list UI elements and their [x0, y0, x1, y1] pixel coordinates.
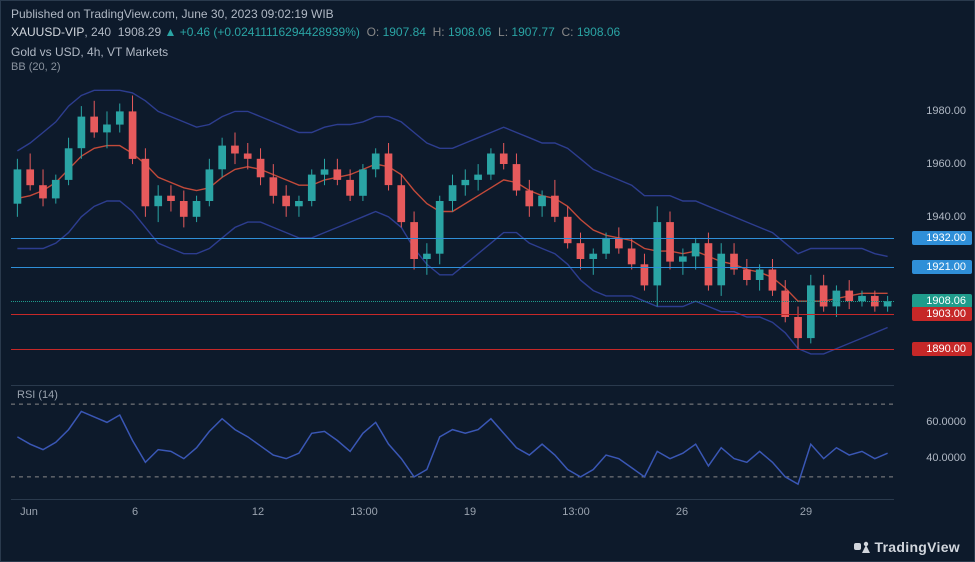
h-value: 1908.06: [448, 25, 491, 39]
c-label: C:: [561, 25, 573, 39]
publish-meta: Published on TradingView.com, June 30, 2…: [1, 1, 974, 23]
time-tick: 13:00: [350, 506, 378, 518]
time-tick: 6: [132, 506, 138, 518]
change: +0.46: [180, 25, 210, 39]
price-level-tag: 1908.06: [912, 294, 972, 308]
horizontal-level[interactable]: [11, 301, 894, 302]
interval: 240: [91, 25, 111, 39]
last-price: 1908.29: [118, 25, 161, 39]
horizontal-level[interactable]: [11, 267, 894, 268]
price-level-tag: 1903.00: [912, 307, 972, 321]
time-axis: Jun 6 12 13:00 19 13:00 26 29: [11, 499, 894, 529]
time-tick: 12: [252, 506, 264, 518]
h-label: H:: [433, 25, 445, 39]
horizontal-level[interactable]: [11, 349, 894, 350]
main-chart[interactable]: [11, 85, 894, 375]
horizontal-level[interactable]: [11, 238, 894, 239]
price-level-tag: 1932.00: [912, 231, 972, 245]
price-axis: 1940.00 1960.00 1980.00 1932.00 1921.00 1908.…: [896, 85, 974, 375]
l-label: L:: [498, 25, 508, 39]
rsi-chart[interactable]: [11, 385, 894, 495]
l-value: 1907.77: [511, 25, 554, 39]
brand-logo: TradingView: [854, 539, 960, 555]
up-arrow-icon: ▲: [164, 25, 176, 39]
rsi-tick: 40.0000: [926, 452, 966, 464]
price-level-tag: 1890.00: [912, 342, 972, 356]
price-tick: 1940.00: [926, 211, 966, 223]
time-tick: Jun: [20, 506, 38, 518]
time-tick: 13:00: [562, 506, 590, 518]
time-tick: 26: [676, 506, 688, 518]
brand-text: TradingView: [874, 539, 960, 555]
symbol-name: XAUUSD-VIP: [11, 25, 84, 39]
symbol-row: XAUUSD-VIP, 240 1908.29 ▲ +0.46 (+0.0241…: [1, 23, 974, 43]
c-value: 1908.06: [577, 25, 620, 39]
price-tick: 1980.00: [926, 105, 966, 117]
o-value: 1907.84: [383, 25, 426, 39]
horizontal-level[interactable]: [11, 314, 894, 315]
bb-indicator-label: BB (20, 2): [1, 59, 974, 73]
price-level-tag: 1921.00: [912, 260, 972, 274]
chart-title: Gold vs USD, 4h, VT Markets: [1, 43, 974, 59]
time-tick: 19: [464, 506, 476, 518]
change-pct: (+0.02411116294428939%): [213, 25, 359, 39]
rsi-axis: 40.0000 60.0000: [896, 385, 974, 495]
time-tick: 29: [800, 506, 812, 518]
price-tick: 1960.00: [926, 158, 966, 170]
o-label: O:: [367, 25, 380, 39]
rsi-tick: 60.0000: [926, 416, 966, 428]
